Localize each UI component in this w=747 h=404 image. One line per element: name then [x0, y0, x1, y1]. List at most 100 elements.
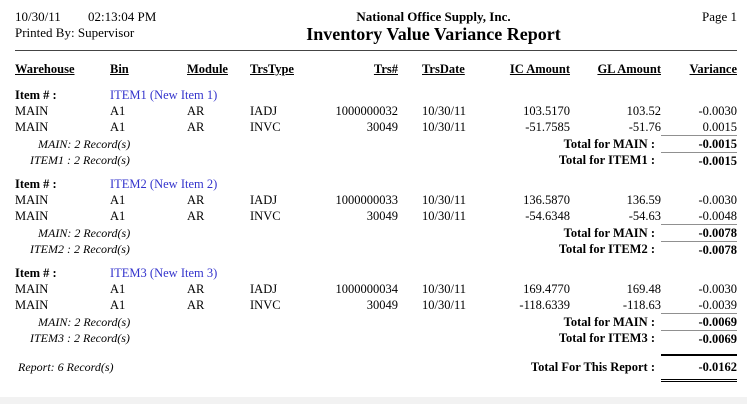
header-center: National Office Supply, Inc. Inventory V…	[200, 9, 667, 45]
variance-cell: -0.0030	[698, 104, 737, 118]
report-total-row: Report: 6 Record(s) Total For This Repor…	[15, 354, 737, 382]
col-gl-amount: GL Amount	[597, 62, 661, 76]
spacer-row	[15, 258, 737, 265]
warehouse-total-value: -0.0015	[661, 135, 737, 153]
trsdate-cell: 10/30/11	[422, 298, 466, 313]
bin-cell: A1	[110, 193, 126, 207]
gl-amount-cell: -51.76	[628, 120, 661, 135]
warehouse-total-label: Total for MAIN :	[563, 225, 655, 240]
col-trsdate: TrsDate	[422, 62, 465, 76]
trsnum-cell: 1000000034	[335, 282, 399, 296]
item-total-value: -0.0069	[661, 330, 737, 347]
bin-cell: A1	[110, 120, 126, 135]
warehouse-total-row: MAIN: 2 Record(s) Total for MAIN : -0.00…	[15, 135, 737, 153]
trsnum-cell: 30049	[366, 209, 398, 224]
module-cell: AR	[187, 298, 205, 313]
ic-amount-cell: 169.4770	[523, 282, 570, 296]
item-total-label: Total for ITEM2 :	[558, 242, 655, 257]
report-header: 10/30/11 02:13:04 PM Printed By: Supervis…	[15, 9, 737, 45]
item-record-count: ITEM3 : 2 Record(s)	[30, 331, 130, 346]
trsdate-cell: 10/30/11	[422, 209, 466, 224]
spacer-row	[15, 80, 737, 87]
module-cell: AR	[187, 282, 205, 296]
item-total-value: -0.0078	[661, 241, 737, 258]
warehouse-cell: MAIN	[15, 298, 49, 313]
bin-cell: A1	[110, 209, 126, 224]
warehouse-total-row: MAIN: 2 Record(s) Total for MAIN : -0.00…	[15, 313, 737, 331]
bin-cell: A1	[110, 282, 126, 296]
trsnum-cell: 30049	[366, 298, 398, 313]
variance-cell: 0.0015	[702, 120, 737, 134]
item-total-row: ITEM2 : 2 Record(s) Total for ITEM2 : -0…	[15, 241, 737, 258]
trsdate-cell: 10/30/11	[422, 104, 466, 118]
item-total-row: ITEM1 : 2 Record(s) Total for ITEM1 : -0…	[15, 152, 737, 169]
ic-amount-cell: -118.6339	[519, 298, 570, 313]
trsnum-cell: 30049	[366, 120, 398, 135]
item-header-row: Item # : ITEM3 (New Item 3)	[15, 265, 737, 281]
item-record-count: ITEM1 : 2 Record(s)	[30, 153, 130, 168]
item-label: Item # :	[15, 266, 57, 280]
header-left: 10/30/11 02:13:04 PM Printed By: Supervis…	[15, 9, 200, 41]
col-bin: Bin	[110, 62, 129, 76]
warehouse-record-count: MAIN: 2 Record(s)	[38, 314, 131, 329]
warehouse-cell: MAIN	[15, 209, 49, 224]
trsnum-cell: 1000000032	[335, 104, 399, 118]
table-row: MAIN A1 AR INVC 30049 10/30/11 -54.6348 …	[15, 208, 737, 225]
report-record-count: Report: 6 Record(s)	[18, 360, 114, 375]
printed-by: Printed By: Supervisor	[15, 25, 135, 40]
report-total-label: Total For This Report :	[530, 360, 655, 375]
report-page: 10/30/11 02:13:04 PM Printed By: Supervis…	[15, 9, 737, 382]
module-cell: AR	[187, 104, 205, 118]
bin-cell: A1	[110, 104, 126, 118]
col-trsnum: Trs#	[373, 62, 398, 76]
item-header-row: Item # : ITEM1 (New Item 1)	[15, 87, 737, 103]
report-total-value: -0.0162	[661, 354, 737, 382]
gl-amount-cell: 103.52	[626, 104, 661, 118]
item-name: ITEM3 (New Item 3)	[110, 266, 218, 280]
variance-cell: -0.0030	[698, 193, 737, 207]
col-variance: Variance	[689, 62, 737, 76]
trstype-cell: IADJ	[250, 193, 278, 207]
warehouse-record-count: MAIN: 2 Record(s)	[38, 136, 131, 151]
print-date: 10/30/11	[15, 9, 61, 24]
company-name: National Office Supply, Inc.	[356, 9, 511, 24]
print-time: 02:13:04 PM	[88, 9, 157, 24]
table-row: MAIN A1 AR IADJ 1000000032 10/30/11 103.…	[15, 103, 737, 119]
col-trstype: TrsType	[250, 62, 294, 76]
table-row: MAIN A1 AR IADJ 1000000034 10/30/11 169.…	[15, 281, 737, 297]
module-cell: AR	[187, 209, 205, 224]
trstype-cell: IADJ	[250, 282, 278, 296]
warehouse-total-label: Total for MAIN :	[563, 314, 655, 329]
trsnum-cell: 1000000033	[335, 193, 399, 207]
item-label: Item # :	[15, 177, 57, 191]
item-name: ITEM2 (New Item 2)	[110, 177, 218, 191]
module-cell: AR	[187, 120, 205, 135]
trstype-cell: INVC	[250, 120, 281, 135]
variance-cell: -0.0048	[698, 209, 737, 223]
header-divider	[15, 50, 737, 51]
gl-amount-cell: -54.63	[628, 209, 661, 224]
gl-amount-cell: 169.48	[626, 282, 661, 296]
variance-cell: -0.0030	[698, 282, 737, 296]
ic-amount-cell: 103.5170	[523, 104, 570, 118]
trsdate-cell: 10/30/11	[422, 120, 466, 135]
gl-amount-cell: -118.63	[622, 298, 661, 313]
item-total-label: Total for ITEM1 :	[558, 153, 655, 168]
table-row: MAIN A1 AR INVC 30049 10/30/11 -51.7585 …	[15, 119, 737, 136]
warehouse-total-value: -0.0069	[661, 313, 737, 331]
ic-amount-cell: -51.7585	[525, 120, 570, 135]
item-header-row: Item # : ITEM2 (New Item 2)	[15, 176, 737, 192]
trsdate-cell: 10/30/11	[422, 282, 466, 296]
warehouse-cell: MAIN	[15, 120, 49, 135]
col-warehouse: Warehouse	[15, 62, 75, 76]
window-bottom-strip	[0, 397, 747, 404]
spacer-row	[15, 169, 737, 176]
table-row: MAIN A1 AR INVC 30049 10/30/11 -118.6339…	[15, 297, 737, 314]
col-module: Module	[187, 62, 228, 76]
bin-cell: A1	[110, 298, 126, 313]
item-total-row: ITEM3 : 2 Record(s) Total for ITEM3 : -0…	[15, 330, 737, 347]
variance-cell: -0.0039	[698, 298, 737, 312]
variance-table: Warehouse Bin Module TrsType Trs# TrsDat…	[15, 57, 737, 382]
item-record-count: ITEM2 : 2 Record(s)	[30, 242, 130, 257]
warehouse-total-value: -0.0078	[661, 224, 737, 242]
